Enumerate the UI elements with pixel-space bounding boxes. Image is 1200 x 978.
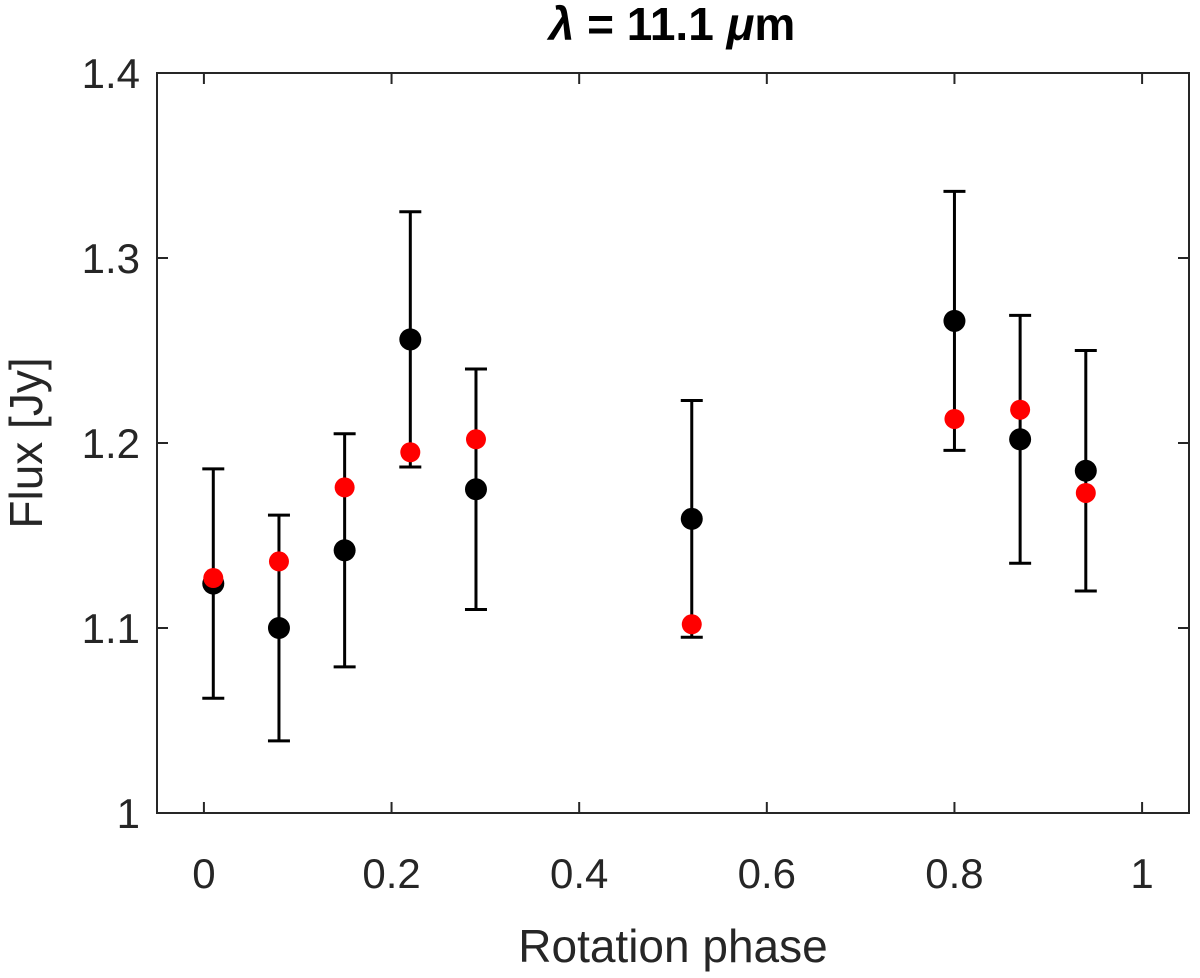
title-middle: = 11.1 [574, 0, 726, 50]
title-lambda: λ [546, 0, 575, 50]
model-point [944, 408, 965, 429]
y-tick-label: 1.3 [82, 235, 140, 282]
title-unit: m [754, 0, 795, 50]
observed-point [267, 617, 290, 639]
y-tick-label: 1.4 [82, 50, 140, 97]
observed-point [680, 507, 703, 530]
model-point [268, 551, 289, 572]
chart-title: λ = 11.1 μm [546, 0, 795, 50]
observed-point [464, 478, 487, 501]
observed-point [1009, 428, 1032, 451]
y-tick-label: 1.1 [82, 605, 140, 652]
x-tick-label: 0.2 [362, 850, 420, 897]
y-tick-label: 1 [117, 790, 140, 837]
model-point [681, 614, 702, 635]
model-point [203, 568, 224, 589]
title-mu: μ [725, 0, 755, 50]
observed-point [1074, 459, 1097, 482]
x-tick-label: 0.4 [550, 850, 608, 897]
observed-point [333, 539, 356, 562]
x-axis-label: Rotation phase [518, 920, 827, 972]
x-axis: 0 0.2 0.4 0.6 0.8 1 [192, 73, 1154, 897]
x-tick-label: 0.6 [738, 850, 796, 897]
data-points [202, 309, 1097, 639]
x-tick-label: 0.8 [925, 850, 983, 897]
y-axis: 1 1.1 1.2 1.3 1.4 [82, 50, 1189, 837]
error-bars [202, 189, 1097, 743]
model-point [1010, 399, 1031, 420]
model-point [400, 442, 421, 463]
plot-frame [156, 72, 1190, 814]
x-tick-label: 1 [1130, 850, 1153, 897]
x-tick-label: 0 [192, 850, 215, 897]
model-point [465, 429, 486, 450]
observed-point [943, 309, 966, 332]
model-point [334, 477, 355, 498]
model-point [1075, 482, 1096, 503]
y-axis-label: Flux [Jy] [0, 357, 52, 528]
observed-point [399, 328, 422, 351]
y-tick-label: 1.2 [82, 420, 140, 467]
